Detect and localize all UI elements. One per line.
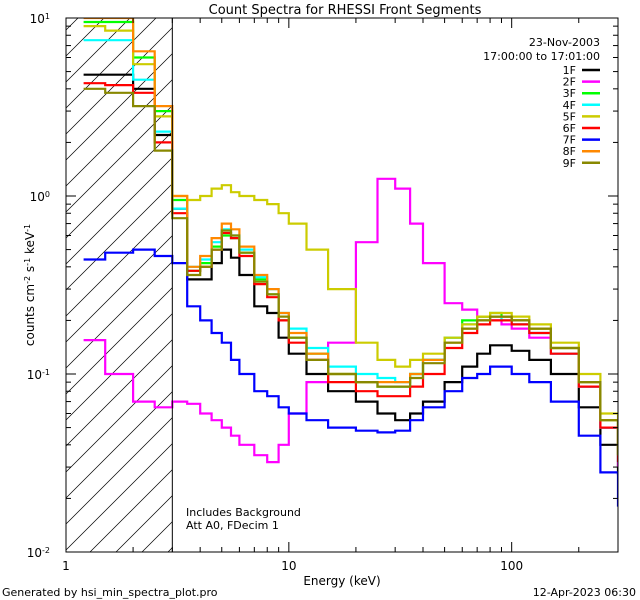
chart-title: Count Spectra for RHESSI Front Segments xyxy=(209,3,482,18)
series-9F xyxy=(83,87,618,456)
date-label: 23-Nov-2003 xyxy=(529,36,600,49)
legend-label-5F: 5F xyxy=(563,110,576,123)
hatch-line xyxy=(454,0,640,552)
x-axis-ticks: 1 10 100 xyxy=(62,18,619,573)
x-axis-label: Energy (keV) xyxy=(303,574,380,588)
hatch-line xyxy=(66,53,173,161)
y-axis-label: counts cm-2 s-1 keV-1 xyxy=(23,224,38,346)
hatch-line xyxy=(66,183,173,291)
hatch-line xyxy=(220,0,640,552)
legend-label-9F: 9F xyxy=(563,157,576,170)
y-tick-label: 10-1 xyxy=(27,368,50,383)
hatch-line xyxy=(66,18,105,57)
note-background: Includes Background xyxy=(186,506,301,519)
series-1F xyxy=(83,73,618,476)
y-axis-label-base: counts cm xyxy=(23,284,37,346)
x-tick-label: 100 xyxy=(500,559,523,573)
x-tick-label: 10 xyxy=(281,559,296,573)
hatch-line xyxy=(66,443,173,551)
note-attenuator: Att A0, FDecim 1 xyxy=(186,519,279,532)
hatch-line xyxy=(402,0,640,552)
hatch-line xyxy=(66,391,173,499)
legend-label-6F: 6F xyxy=(563,122,576,135)
series-4F xyxy=(83,39,618,463)
hatch-line xyxy=(66,261,173,369)
y-axis-ticks: 101 100 10-1 10-2 xyxy=(27,12,618,561)
y-axis-label-mid: s xyxy=(23,266,37,276)
legend-label-3F: 3F xyxy=(563,87,576,100)
hatch-line xyxy=(66,287,173,395)
legend-label-1F: 1F xyxy=(563,64,576,77)
y-tick-label: 10-2 xyxy=(27,546,50,561)
hatch-line xyxy=(636,0,640,552)
hatch-line xyxy=(66,209,173,317)
y-tick-label: 100 xyxy=(30,190,50,205)
hatch-line xyxy=(480,0,640,552)
hatch-line xyxy=(66,235,173,343)
hatch-line xyxy=(428,0,640,552)
series-5F xyxy=(83,25,618,445)
y-tick-label: 101 xyxy=(30,12,50,27)
legend-label-2F: 2F xyxy=(563,76,576,89)
hatch-line xyxy=(66,79,173,187)
y-axis-label-mid2: keV xyxy=(23,231,37,258)
series-7F xyxy=(83,248,618,507)
footer-timestamp: 12-Apr-2023 06:30 xyxy=(533,586,636,599)
y-axis-label-exp2: -1 xyxy=(23,258,32,266)
hatch-line xyxy=(66,417,173,525)
hatch-line xyxy=(66,18,157,109)
footer-generator: Generated by hsi_min_spectra_plot.pro xyxy=(2,586,218,599)
time-range-label: 17:00:00 to 17:01:00 xyxy=(483,50,600,63)
x-tick-label: 1 xyxy=(62,559,70,573)
legend-label-7F: 7F xyxy=(563,134,576,147)
y-axis-label-exp1: -2 xyxy=(23,276,32,284)
hatch-line xyxy=(246,0,640,552)
legend-label-8F: 8F xyxy=(563,145,576,158)
plot-frame xyxy=(65,17,619,553)
hatch-line xyxy=(610,0,640,552)
y-axis-label-exp3: -1 xyxy=(23,224,32,232)
hatch-line xyxy=(66,365,173,473)
series-2F xyxy=(83,177,618,468)
series-layer xyxy=(83,18,618,507)
series-8F xyxy=(83,18,618,456)
legend-label-4F: 4F xyxy=(563,99,576,112)
